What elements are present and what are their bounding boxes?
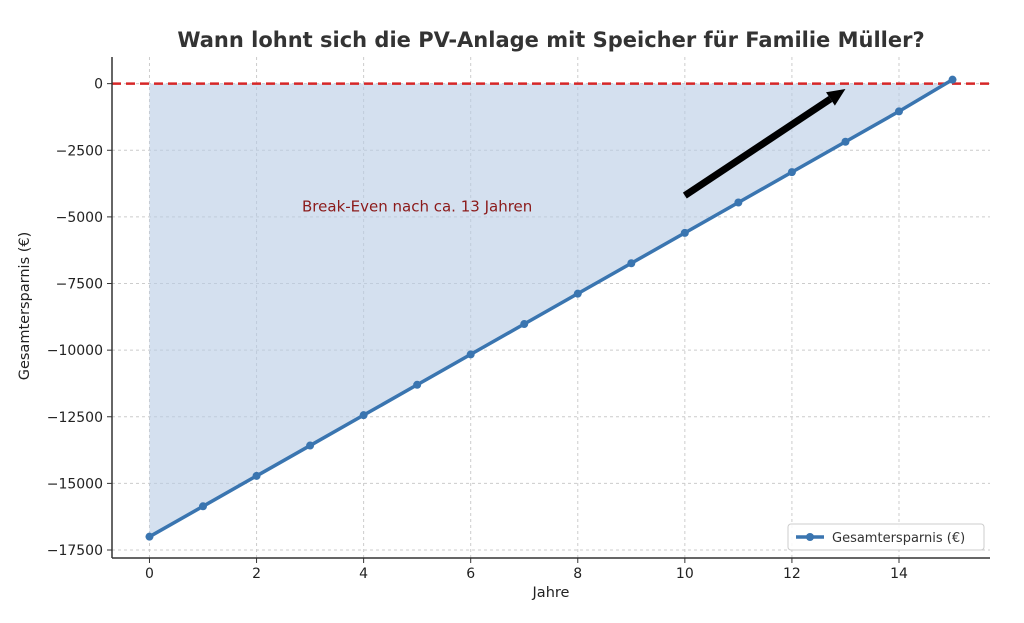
data-point: [306, 441, 315, 450]
series-line: [147, 77, 955, 539]
chart-title: Wann lohnt sich die PV-Anlage mit Speich…: [177, 28, 924, 52]
y-tick-label: −7500: [56, 277, 103, 293]
y-tick-label: 0: [94, 77, 103, 93]
y-tick-label: −12500: [47, 410, 103, 426]
annotation-arrow-head: [826, 88, 846, 106]
data-point: [413, 380, 422, 389]
legend-box: [787, 523, 985, 551]
x-tick-label: 10: [676, 566, 694, 582]
data-point: [627, 259, 636, 268]
data-point: [199, 502, 208, 511]
x-tick-label: 8: [573, 566, 582, 582]
data-point: [573, 289, 582, 298]
data-point: [894, 107, 903, 116]
y-tick-label: −17500: [47, 543, 103, 559]
annotation: Break-Even nach ca. 13 Jahren: [302, 88, 846, 216]
data-point: [787, 168, 796, 177]
y-tick-label: −10000: [47, 343, 103, 359]
data-point: [359, 411, 368, 420]
x-tick-label: 12: [783, 566, 801, 582]
data-point: [145, 532, 154, 541]
y-axis-label: Gesamtersparnis (€): [17, 232, 33, 381]
x-tick-label: 6: [466, 566, 475, 582]
data-point: [841, 137, 850, 146]
x-ticks: 0 2 4 6 8 10 12 14: [145, 558, 908, 582]
axes: [111, 57, 990, 559]
legend-marker-swatch: [806, 533, 814, 541]
series-layer: [145, 75, 957, 541]
data-point: [734, 198, 743, 207]
legend-label: Gesamtersparnis (€): [832, 531, 965, 546]
y-tick-label: −15000: [47, 476, 103, 492]
data-point: [680, 228, 689, 237]
data-point: [466, 350, 475, 359]
y-ticks: 0 −2500 −5000 −7500 −10000 −12500 −15000 −17500: [47, 77, 112, 559]
x-tick-label: 14: [890, 566, 908, 582]
x-tick-label: 0: [145, 566, 154, 582]
x-tick-label: 2: [252, 566, 261, 582]
data-point: [520, 320, 529, 329]
data-point: [252, 471, 261, 480]
y-tick-label: −2500: [56, 143, 103, 159]
y-tick-label: −5000: [56, 210, 103, 226]
annotation-text: Break-Even nach ca. 13 Jahren: [302, 198, 532, 216]
x-axis-label: Jahre: [532, 585, 570, 601]
x-tick-label: 4: [359, 566, 368, 582]
annotation-arrow-shaft: [682, 96, 833, 199]
data-point: [948, 75, 957, 84]
legend: Gesamtersparnis (€): [787, 523, 985, 551]
